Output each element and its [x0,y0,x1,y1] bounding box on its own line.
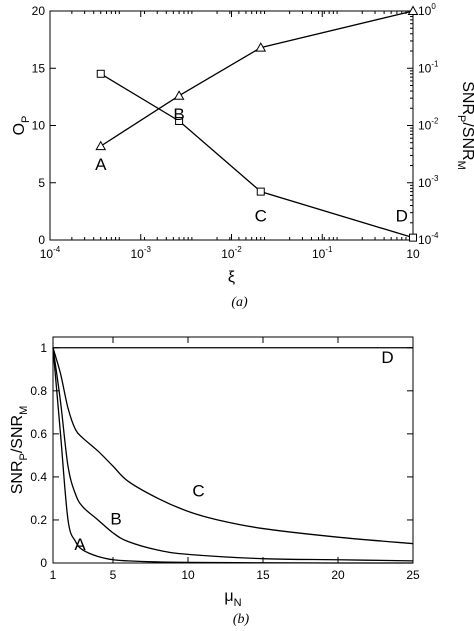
x-tick-label: 20 [331,568,345,582]
y-tick-label: 0.8 [30,384,47,398]
caption-b: (b) [233,612,250,627]
y-right-tick-label: 10-3 [418,174,439,190]
y-left-tick-label: 5 [38,176,45,190]
y-right-tick-label: 10-1 [418,59,439,75]
y-tick-label: 0.4 [30,470,47,484]
square-marker [175,116,184,125]
y-left-axis-label: OP [11,116,32,136]
point-label-d: D [396,207,408,226]
y-left-tick-label: 15 [32,61,46,75]
y-left-tick-label: 0 [38,233,45,247]
x-tick-label: 10-4 [40,245,61,261]
triangle-marker [255,42,267,52]
y-right-tick-label: 10-4 [418,231,439,247]
triangle-marker [95,140,107,151]
curve-label-c: C [192,481,204,500]
y-right-axis-label: SNRP/SNRM [455,81,474,170]
square-marker [409,233,417,242]
x-tick-label: 25 [406,568,420,582]
x-tick-label: 10 [406,247,420,261]
x-axis-label: μN [224,588,241,609]
triangle-marker [173,90,185,100]
y-left-tick-label: 10 [32,119,46,133]
plot-frame [52,336,414,564]
y-axis-label: SNRP/SNRM [9,406,30,495]
x-tick-label: 10-3 [131,245,152,261]
triangle-marker [407,5,419,15]
y-right-tick-label: 10-2 [418,117,439,133]
point-label-b: B [173,105,184,124]
curve-a [52,347,414,564]
x-tick-label: 10-2 [221,245,242,261]
point-label-a: A [95,155,107,174]
x-tick-label: 1 [50,568,57,582]
y-right-tick-label: 100 [418,2,436,18]
y-tick-label: 1 [40,341,47,355]
y-tick-label: 0 [40,556,47,570]
panel-b: 1 5 10 15 20 2500.20.40.60.81ABCDμNSNRP/SNRM(… [9,336,420,627]
point-label-c: C [255,207,267,226]
x-tick-label: 15 [256,568,270,582]
x-tick-label: 10-1 [312,245,333,261]
plot-frame [49,10,414,241]
curve-b [52,347,414,562]
series-line-0 [100,10,414,147]
square-marker [96,69,105,78]
curve-c [52,347,414,545]
curve-label-b: B [110,509,121,528]
x-tick-label: 5 [110,568,117,582]
curve-label-a: A [74,535,86,554]
y-tick-label: 0.2 [30,513,47,527]
x-axis-label: ξ [228,269,235,286]
curve-label-d: D [381,348,393,367]
caption-a: (a) [231,295,248,310]
square-marker [256,187,265,196]
y-tick-label: 0.6 [30,427,47,441]
y-left-tick-label: 20 [32,4,46,18]
panel-a: 10-4 10-3 10-2 10-1 100510152010-410-310-210… [11,2,474,310]
x-tick-label: 10 [181,568,195,582]
series-line-1 [100,73,414,239]
